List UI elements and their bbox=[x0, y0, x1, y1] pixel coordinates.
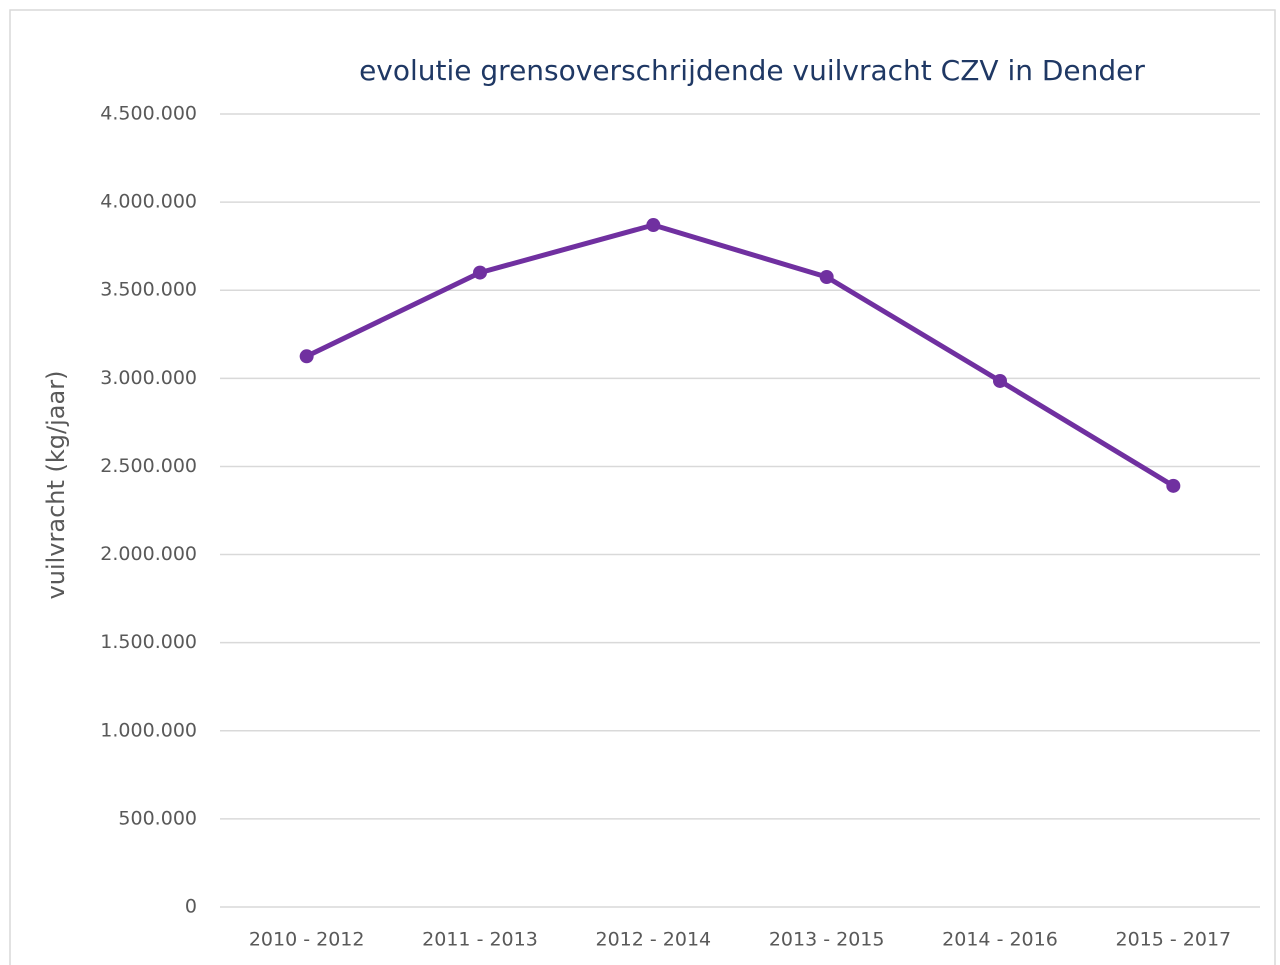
y-tick-label: 0 bbox=[185, 896, 197, 918]
data-line bbox=[305, 222, 1175, 488]
x-tick-label: 2011 - 2013 bbox=[422, 929, 538, 951]
x-tick-label: 2014 - 2016 bbox=[942, 929, 1058, 951]
data-point bbox=[1166, 478, 1181, 493]
chart-title: evolutie grensoverschrijdende vuilvracht… bbox=[359, 54, 1145, 87]
chart-frame bbox=[9, 9, 1276, 965]
x-tick-label: 2015 - 2017 bbox=[1116, 929, 1232, 951]
x-tick-label: 2012 - 2014 bbox=[596, 929, 712, 951]
x-tick-label: 2013 - 2015 bbox=[769, 929, 885, 951]
y-tick-label: 1.000.000 bbox=[100, 719, 197, 741]
y-tick-label: 1.500.000 bbox=[100, 631, 197, 653]
y-tick-label: 500.000 bbox=[118, 807, 197, 829]
data-point bbox=[819, 270, 834, 285]
data-point bbox=[299, 349, 314, 364]
y-tick-label: 4.500.000 bbox=[100, 103, 197, 125]
y-tick-label: 4.000.000 bbox=[100, 191, 197, 213]
y-tick-label: 3.000.000 bbox=[100, 367, 197, 389]
data-point bbox=[993, 373, 1007, 388]
y-axis-label: vuilvracht (kg/jaar) bbox=[42, 371, 70, 600]
y-tick-label: 2.500.000 bbox=[100, 455, 197, 477]
data-point bbox=[646, 218, 661, 233]
y-tick-label: 2.000.000 bbox=[100, 543, 197, 565]
data-point bbox=[473, 265, 487, 280]
y-tick-label: 3.500.000 bbox=[100, 279, 197, 301]
x-tick-label: 2010 - 2012 bbox=[249, 929, 365, 951]
